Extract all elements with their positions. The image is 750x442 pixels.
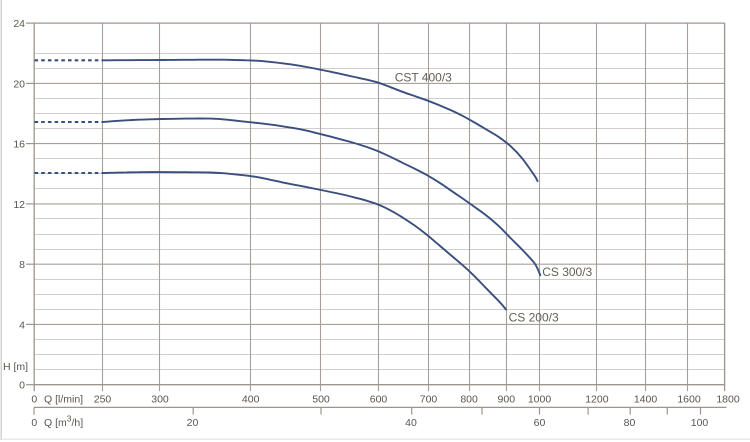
svg-text:CS 200/3: CS 200/3 [509,311,559,325]
svg-text:1200: 1200 [585,393,609,405]
svg-text:1400: 1400 [634,393,658,405]
svg-text:80: 80 [624,417,636,429]
svg-text:400: 400 [242,393,260,405]
svg-text:0: 0 [19,380,25,392]
svg-text:300: 300 [151,393,169,405]
svg-text:100: 100 [691,417,709,429]
svg-text:600: 600 [370,393,388,405]
svg-text:CS 300/3: CS 300/3 [542,265,592,279]
svg-text:H [m]: H [m] [3,361,28,373]
svg-text:0: 0 [31,393,37,405]
svg-text:4: 4 [19,319,25,331]
svg-text:8: 8 [19,259,25,271]
svg-text:Q [m3/h]: Q [m3/h] [44,414,83,430]
svg-text:40: 40 [405,417,417,429]
svg-text:16: 16 [13,139,25,151]
svg-text:250: 250 [94,393,112,405]
svg-text:500: 500 [312,393,330,405]
svg-text:CST 400/3: CST 400/3 [395,70,452,84]
svg-text:1000: 1000 [528,393,552,405]
svg-text:1600: 1600 [677,393,701,405]
svg-text:Q [l/min]: Q [l/min] [44,393,83,405]
svg-text:60: 60 [534,417,546,429]
svg-text:0: 0 [31,417,37,429]
svg-text:800: 800 [460,393,478,405]
svg-text:1800: 1800 [716,393,740,405]
svg-text:20: 20 [187,417,199,429]
svg-text:24: 24 [13,18,25,30]
svg-text:700: 700 [420,393,438,405]
svg-text:900: 900 [498,393,516,405]
svg-text:20: 20 [13,78,25,90]
svg-text:12: 12 [13,199,25,211]
